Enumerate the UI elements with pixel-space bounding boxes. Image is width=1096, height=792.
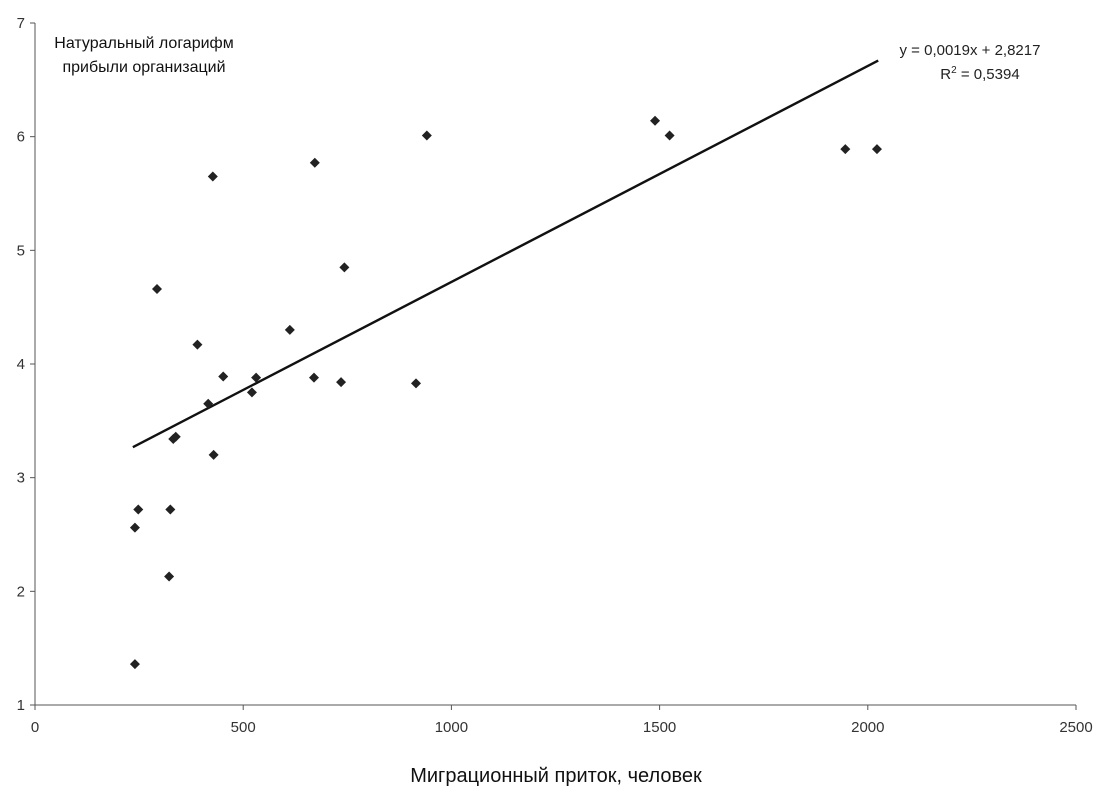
- axes: [34, 23, 1076, 706]
- data-points: [129, 115, 882, 670]
- x-tick-label: 1000: [435, 719, 468, 736]
- data-point: [152, 283, 163, 294]
- y-tick-label: 4: [17, 356, 25, 373]
- data-point: [165, 504, 176, 515]
- data-point: [309, 157, 320, 168]
- data-point: [218, 371, 229, 382]
- data-point: [133, 504, 144, 515]
- x-ticks: 0 500 1000 1500 2000 2500: [31, 705, 1093, 736]
- data-point: [308, 372, 319, 383]
- data-point: [192, 339, 203, 350]
- data-point: [421, 130, 432, 141]
- data-point: [164, 571, 175, 582]
- data-point: [650, 115, 661, 126]
- trendline-equation: y = 0,0019x + 2,8217: [900, 42, 1041, 59]
- x-tick-label: 2500: [1059, 719, 1092, 736]
- x-axis-label: Миграционный приток, человек: [410, 765, 702, 787]
- y-tick-label: 1: [17, 697, 25, 714]
- y-tick-label: 5: [17, 242, 25, 259]
- trendline: [132, 59, 879, 449]
- trendline-r-squared: R2 = 0,5394: [940, 65, 1019, 83]
- y-tick-label: 6: [17, 129, 25, 146]
- y-tick-label: 7: [17, 15, 25, 32]
- x-tick-label: 1500: [643, 719, 676, 736]
- data-point: [336, 377, 347, 388]
- r-squared-symbol: R: [940, 66, 951, 83]
- r-squared-value: = 0,5394: [957, 66, 1020, 83]
- data-point: [246, 387, 257, 398]
- data-point: [207, 171, 218, 182]
- data-point: [208, 449, 219, 460]
- y-axis-label-line-1: Натуральный логарифм: [54, 35, 233, 52]
- r-squared-exponent: 2: [951, 65, 957, 76]
- data-point: [284, 324, 295, 335]
- data-point: [664, 130, 675, 141]
- y-tick-label: 2: [17, 583, 25, 600]
- x-tick-label: 0: [31, 719, 39, 736]
- data-point: [840, 144, 851, 155]
- data-point: [251, 372, 262, 383]
- x-tick-label: 2000: [851, 719, 884, 736]
- data-point: [339, 262, 350, 273]
- data-point: [170, 431, 181, 442]
- y-ticks: 1 2 3 4 5 6 7: [17, 15, 35, 714]
- data-point: [129, 659, 140, 670]
- data-point: [411, 378, 422, 389]
- y-tick-label: 3: [17, 470, 25, 487]
- y-axis-label-line-2: прибыли организаций: [62, 59, 225, 76]
- data-point: [203, 398, 214, 409]
- data-point: [871, 144, 882, 155]
- data-point: [129, 522, 140, 533]
- x-tick-label: 500: [231, 719, 256, 736]
